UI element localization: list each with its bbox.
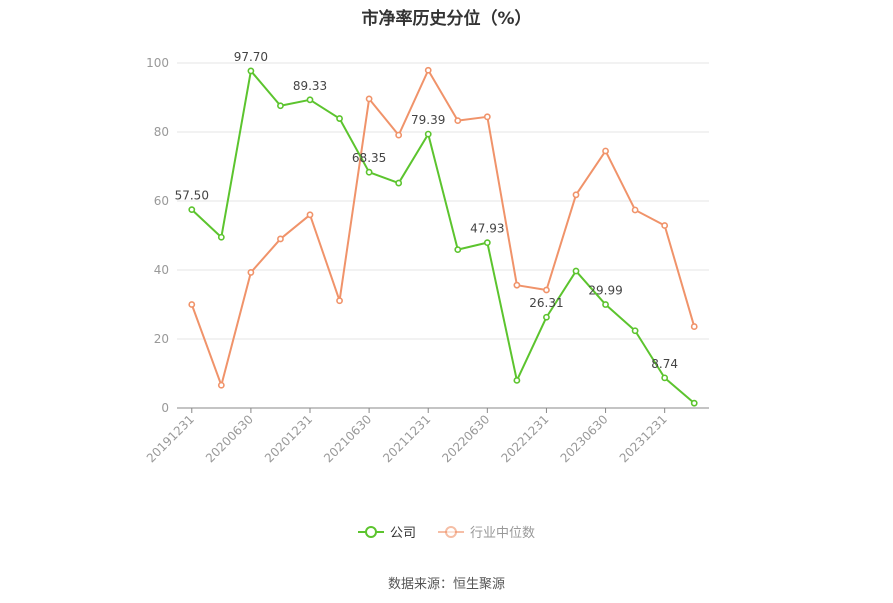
x-tick-label: 20220630 <box>439 412 492 465</box>
data-point-company <box>365 168 373 176</box>
data-point-company <box>395 179 403 187</box>
data-point-company <box>336 115 343 122</box>
data-source: 数据来源：恒生聚源 <box>387 577 505 592</box>
data-point-industry <box>661 222 669 229</box>
y-tick-label: 60 <box>154 194 169 208</box>
y-tick-label: 0 <box>161 401 169 415</box>
x-tick-label: 20191231 <box>144 412 197 465</box>
legend-item-industry[interactable]: 行业中位数 <box>438 522 535 541</box>
data-point-company <box>602 301 609 308</box>
legend-label-industry: 行业中位数 <box>470 526 536 541</box>
legend: 公司 行业中位数 <box>0 522 893 541</box>
data-point-industry <box>277 235 284 243</box>
data-label: 8.74 <box>651 357 678 371</box>
data-point-industry <box>690 323 698 330</box>
data-point-company <box>690 399 698 407</box>
data-point-industry <box>247 269 255 276</box>
data-point-industry <box>424 66 432 74</box>
data-label: 68.35 <box>352 151 386 165</box>
data-label: 97.70 <box>234 50 268 64</box>
x-tick-label: 20230630 <box>558 412 611 465</box>
x-tick-label: 20211231 <box>380 412 433 465</box>
series-line-industry <box>190 69 696 387</box>
data-point-industry <box>543 286 550 294</box>
data-point-company <box>572 267 580 275</box>
legend-item-company[interactable]: 公司 <box>357 522 416 541</box>
x-tick-label: 20200630 <box>203 412 256 465</box>
data-point-industry <box>572 191 580 199</box>
legend-swatch-company <box>357 525 384 539</box>
data-point-company <box>247 67 255 75</box>
data-label: 47.93 <box>470 222 504 236</box>
x-tick-label: 20210630 <box>321 412 374 465</box>
data-point-company <box>277 102 284 110</box>
y-tick-label: 20 <box>154 332 169 346</box>
series-line-company <box>191 69 695 404</box>
x-tick-label: 20221231 <box>498 412 551 465</box>
data-point-company <box>483 239 491 247</box>
data-point-company <box>631 327 639 335</box>
y-tick-label: 100 <box>146 56 169 70</box>
data-point-company <box>513 376 521 384</box>
data-point-industry <box>188 301 196 308</box>
data-point-industry <box>483 113 491 121</box>
legend-swatch-industry <box>438 525 464 539</box>
data-label: 79.39 <box>411 113 445 127</box>
y-tick-label: 80 <box>154 125 169 139</box>
data-point-industry <box>336 297 343 305</box>
data-label: 57.50 <box>175 189 209 203</box>
legend-label-company: 公司 <box>389 526 416 541</box>
data-point-industry <box>365 95 373 103</box>
data-point-company <box>424 130 432 138</box>
data-point-company <box>543 313 550 321</box>
data-point-company <box>217 233 225 241</box>
x-tick-label: 20201231 <box>262 412 315 465</box>
data-point-industry <box>454 117 462 125</box>
data-point-industry <box>395 131 403 139</box>
data-label: 89.33 <box>293 79 327 93</box>
chart-title: 市净率历史分位（%） <box>361 9 532 29</box>
data-point-industry <box>217 381 225 389</box>
data-point-company <box>188 206 196 214</box>
data-point-company <box>306 96 314 104</box>
data-point-industry <box>631 206 639 214</box>
x-tick-label: 20231231 <box>617 412 670 465</box>
data-label: 26.31 <box>529 296 563 310</box>
y-tick-label: 40 <box>154 263 169 277</box>
data-point-industry <box>306 211 314 219</box>
data-label: 29.99 <box>588 284 622 298</box>
data-point-industry <box>602 147 609 155</box>
data-point-industry <box>513 281 521 289</box>
data-point-company <box>454 246 462 254</box>
data-point-company <box>661 374 669 382</box>
